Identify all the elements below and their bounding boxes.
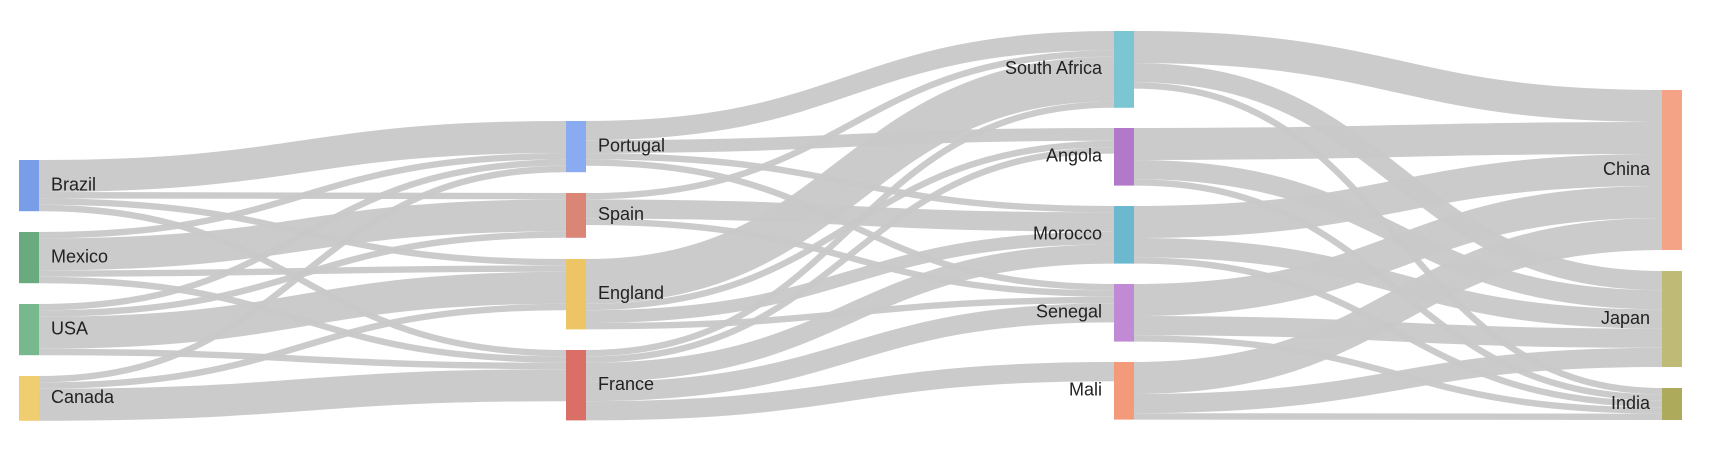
link — [1133, 347, 1663, 414]
node — [19, 304, 39, 356]
link — [38, 159, 567, 311]
link — [585, 50, 1115, 200]
link — [1133, 63, 1663, 291]
link — [1133, 238, 1663, 329]
link — [1133, 122, 1663, 160]
node-label: Morocco — [1033, 224, 1102, 244]
link — [38, 153, 567, 239]
node-label: South Africa — [1005, 58, 1103, 78]
node — [1114, 31, 1134, 108]
node — [19, 376, 39, 421]
node — [566, 259, 586, 330]
links — [38, 31, 1663, 421]
node — [1662, 90, 1682, 250]
node-label: Spain — [598, 204, 644, 224]
link — [1133, 154, 1663, 238]
link — [585, 218, 1115, 297]
link — [585, 296, 1115, 330]
link — [585, 303, 1115, 402]
link — [1133, 218, 1663, 394]
node-label: USA — [51, 318, 88, 338]
node — [1662, 388, 1682, 420]
link — [585, 128, 1115, 153]
link — [1133, 31, 1663, 122]
node-label: Mexico — [51, 246, 108, 266]
node-label: Angola — [1046, 146, 1103, 166]
link — [1133, 257, 1663, 408]
node — [566, 350, 586, 421]
link — [585, 56, 1115, 304]
node-label: Senegal — [1036, 302, 1102, 322]
link — [585, 31, 1115, 141]
link — [38, 231, 567, 317]
node-label: Japan — [1601, 308, 1650, 328]
node — [1114, 284, 1134, 342]
node-label: France — [598, 374, 654, 394]
node-label: China — [1603, 159, 1651, 179]
node — [1114, 206, 1134, 264]
node — [1662, 271, 1682, 367]
node-label: Mali — [1069, 380, 1102, 400]
link — [38, 271, 567, 349]
node — [566, 121, 586, 173]
node — [566, 193, 586, 238]
link — [1133, 186, 1663, 316]
link — [585, 140, 1115, 311]
node — [19, 160, 39, 212]
node-label: Canada — [51, 387, 115, 407]
node-label: India — [1611, 393, 1651, 413]
link — [38, 369, 567, 421]
link — [585, 199, 1115, 232]
link — [585, 231, 1115, 323]
node — [1114, 128, 1134, 186]
node — [1114, 362, 1134, 420]
link — [585, 362, 1115, 421]
link — [38, 348, 567, 370]
nodes: Brazil Mexico USA Canada Portugal Spain Englan… — [19, 31, 1682, 421]
node-label: England — [598, 283, 664, 303]
link — [38, 121, 567, 192]
link — [38, 204, 567, 357]
link — [38, 303, 567, 389]
node — [19, 232, 39, 284]
node-label: Brazil — [51, 174, 96, 194]
node-label: Portugal — [598, 135, 665, 155]
